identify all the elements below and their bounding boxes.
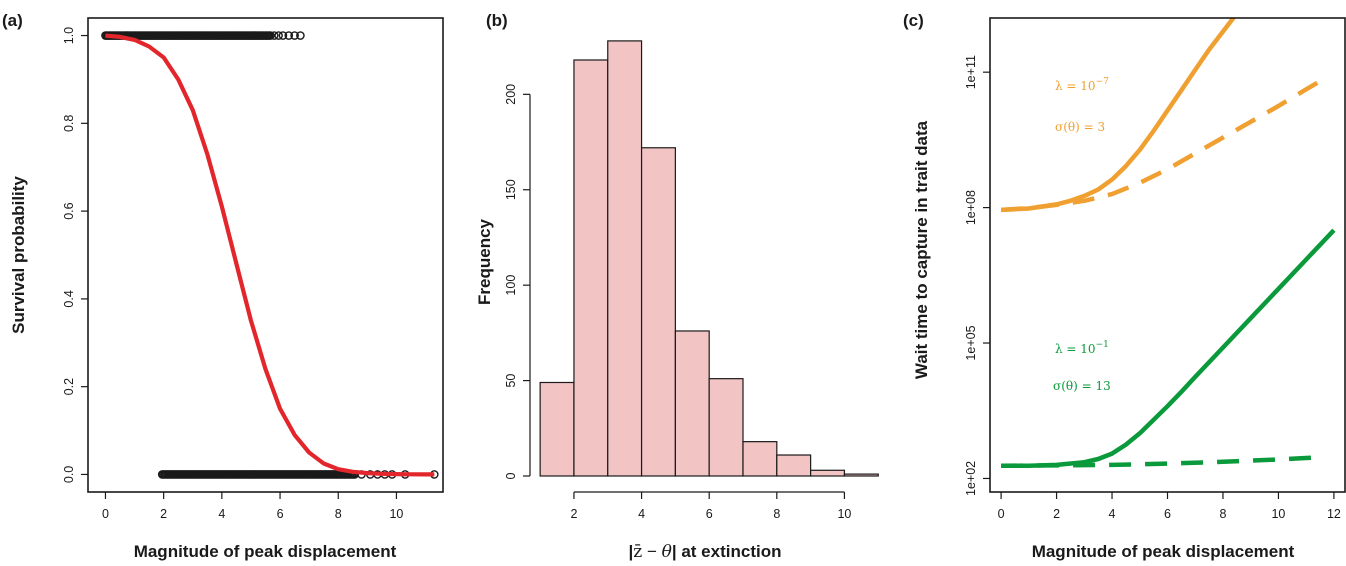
point-survived: [296, 31, 305, 40]
panel-c-x-tick-label: 12: [1327, 507, 1341, 521]
panel-c-x-axis-title: Magnitude of peak displacement: [1032, 542, 1295, 561]
panel-a-frame: [87, 17, 444, 493]
panel-c-x-tick-label: 0: [998, 507, 1005, 521]
panel-c-y-ticks: 1e+02 1e+05 1e+08 1e+11: [964, 55, 990, 496]
x-title-part: |: [672, 542, 677, 561]
panel-c-y-tick-label: 1e+02: [964, 461, 978, 496]
panel-c-y-tick-label: 1e+11: [964, 55, 978, 89]
histogram-bar: [843, 473, 879, 477]
panel-c-marks: [1000, 18, 1336, 469]
point-survived: [290, 31, 299, 40]
annotation-exponent: −1: [1096, 340, 1109, 350]
panel-a-x-tick-label: 6: [277, 507, 284, 521]
panel-b-y-tick-label: 150: [504, 179, 518, 200]
panel-c-y-tick-label: 1e+08: [964, 190, 978, 225]
panel-b-x-tick-label: 8: [773, 507, 780, 521]
orange-dashed-line: [1000, 79, 1322, 213]
histogram-bar: [776, 454, 812, 477]
panel-a-y-tick-label: 0.0: [62, 466, 76, 483]
panel-a-x-axis-title: Magnitude of peak displacement: [134, 542, 397, 561]
panel-c-label: (c): [903, 11, 924, 30]
panel-b-y-ticks: 0 50 100 150 200: [504, 84, 531, 479]
panel-c-x-tick-label: 2: [1053, 507, 1060, 521]
panel-a-y-tick-label: 0.8: [62, 115, 76, 132]
panel-b-y-tick-label: 50: [504, 374, 518, 388]
green-lambda-annotation: λ = 10−1: [1055, 340, 1109, 356]
x-title-part: θ: [662, 542, 672, 562]
panel-c-y-tick-label: 1e+05: [964, 325, 978, 360]
panel-c-x-ticks: 0 2 4 6 8 10 12: [998, 492, 1341, 521]
point-survived: [269, 31, 279, 40]
panel-c-frame: [989, 17, 1346, 493]
annotation-text: λ = 10: [1055, 79, 1096, 93]
histogram-bar: [607, 40, 643, 477]
annotation-exponent: −7: [1096, 77, 1110, 87]
panel-a-x-tick-label: 4: [218, 507, 225, 521]
histogram-bar: [539, 381, 575, 477]
panel-a-x-ticks: 0 2 4 6 8 10: [102, 492, 403, 521]
green-solid-line: [1001, 228, 1336, 469]
green-dashed-line: [1001, 454, 1321, 469]
histogram-bar: [573, 59, 609, 477]
point-survived: [266, 31, 275, 40]
panel-b-x-tick-label: 10: [837, 507, 851, 521]
orange-solid-line: [1000, 18, 1237, 213]
x-title-part: |: [629, 542, 634, 561]
panel-c-x-tick-label: 8: [1219, 507, 1226, 521]
panel-a-x-tick-label: 10: [389, 507, 403, 521]
panel-a-x-tick-label: 0: [102, 507, 109, 521]
panel-b-y-tick-label: 200: [504, 84, 518, 105]
x-title-part: at extinction: [677, 542, 782, 561]
histogram-bar: [674, 330, 710, 477]
panel-b-x-axis-title: |z̄ − θ| at extinction: [629, 542, 782, 562]
panel-b-y-tick-label: 100: [504, 275, 518, 296]
histogram-bar: [810, 469, 846, 477]
histogram-bar: [708, 378, 744, 477]
panel-a-y-tick-label: 0.6: [62, 202, 76, 219]
panel-c-x-tick-label: 6: [1164, 507, 1171, 521]
x-title-part: −: [642, 542, 661, 561]
panel-b-y-axis-title: Frequency: [475, 218, 494, 305]
panel-a-y-axis-title: Survival probability: [9, 176, 28, 334]
orange-lambda-annotation: λ = 10−7: [1055, 77, 1109, 93]
panel-a-x-tick-label: 2: [160, 507, 167, 521]
panel-b-x-tick-label: 4: [638, 507, 645, 521]
panel-c-y-axis-title: Wait time to capture in trait data: [912, 120, 931, 379]
panel-b-y-tick-label: 0: [504, 472, 518, 479]
histogram-bar: [640, 147, 676, 477]
panel-b-label: (b): [486, 11, 508, 30]
green-sigma-annotation: σ(θ) = 13: [1053, 379, 1111, 393]
panel-b-x-tick-label: 2: [570, 507, 577, 521]
panel-c-x-tick-label: 4: [1109, 507, 1116, 521]
panel-a-y-tick-label: 0.2: [62, 378, 76, 395]
point-survived: [278, 31, 288, 40]
point-survived: [274, 31, 283, 40]
panel-c: (c) 0 2 4 6 8 10 12 1e+02 1e+05 1e+08 1e+11 λ = 1…: [903, 11, 1346, 561]
survival-fit-curve: [105, 33, 435, 477]
panel-b-x-ticks: 2 4 6 8 10: [570, 491, 851, 521]
panel-a-y-ticks: 0.0 0.2 0.4 0.6 0.8 1.0: [62, 27, 88, 483]
panel-a-y-tick-label: 0.4: [62, 290, 76, 307]
panel-b-marks: [539, 40, 879, 477]
panel-a-marks: [101, 31, 439, 479]
panel-a: (a) 0 2 4 6 8 10 0.0 0.2 0.4 0.6 0.8 1.0 Magnitude…: [2, 11, 444, 561]
point-survived: [284, 31, 294, 40]
panel-b-x-tick-label: 6: [706, 507, 713, 521]
panel-a-x-tick-label: 8: [335, 507, 342, 521]
panel-a-y-tick-label: 1.0: [62, 27, 76, 44]
panel-c-x-tick-label: 10: [1271, 507, 1285, 521]
annotation-text: λ = 10: [1055, 342, 1096, 356]
orange-sigma-annotation: σ(θ) = 3: [1055, 120, 1105, 134]
x-title-part: z̄: [633, 542, 642, 562]
panel-a-label: (a): [2, 11, 23, 30]
histogram-bar: [742, 441, 778, 477]
